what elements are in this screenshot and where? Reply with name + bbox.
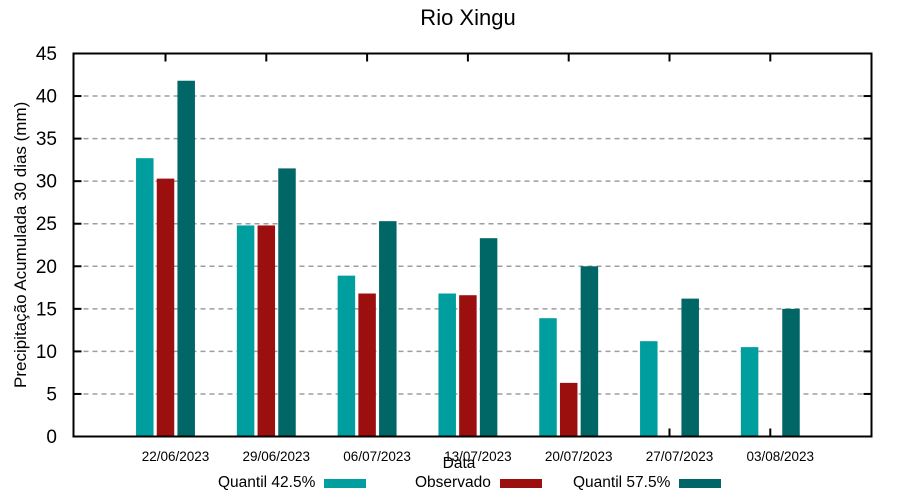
x-tick-label: 06/07/2023 bbox=[343, 449, 411, 464]
y-tick-label: 40 bbox=[36, 87, 57, 108]
legend-swatch bbox=[324, 478, 367, 488]
legend-entry: Quantil 42.5% bbox=[218, 474, 367, 492]
x-tick-label: 20/07/2023 bbox=[545, 449, 613, 464]
bar-quantil-42.5--13-07-2023 bbox=[438, 293, 456, 437]
x-tick-label: 03/08/2023 bbox=[747, 449, 815, 464]
bar-quantil-42.5--06-07-2023 bbox=[337, 275, 356, 437]
legend-swatch bbox=[499, 478, 542, 488]
y-tick-label: 45 bbox=[36, 44, 57, 65]
x-tick-label: 27/07/2023 bbox=[646, 449, 714, 464]
bar-quantil-42.5--27-07-2023 bbox=[640, 341, 658, 437]
x-tick-label: 13/07/2023 bbox=[444, 449, 512, 464]
legend-swatch bbox=[679, 478, 722, 488]
legend-label: Quantil 57.5% bbox=[573, 474, 671, 491]
bar-observado-13-07-2023 bbox=[459, 295, 477, 437]
bar-quantil-57.5--13-07-2023 bbox=[479, 238, 498, 437]
bar-quantil-57.5--22-06-2023 bbox=[177, 80, 195, 437]
bar-observado-29-06-2023 bbox=[257, 225, 276, 437]
y-tick-label: 0 bbox=[46, 427, 57, 448]
legend-entry: Quantil 57.5% bbox=[573, 474, 722, 492]
bar-observado-22-06-2023 bbox=[156, 178, 175, 437]
legend-entry: Observado bbox=[415, 474, 542, 492]
bar-quantil-57.5--20-07-2023 bbox=[580, 266, 599, 437]
bar-quantil-42.5--20-07-2023 bbox=[539, 318, 557, 437]
bar-quantil-42.5--29-06-2023 bbox=[236, 225, 255, 437]
y-tick-label: 35 bbox=[36, 129, 57, 150]
bar-quantil-57.5--06-07-2023 bbox=[379, 221, 397, 437]
y-tick-label: 15 bbox=[36, 299, 57, 320]
plot-border bbox=[72, 52, 873, 438]
bar-quantil-42.5--22-06-2023 bbox=[136, 158, 154, 437]
bar-observado-20-07-2023 bbox=[559, 382, 578, 437]
bar-quantil-57.5--03-08-2023 bbox=[782, 308, 800, 437]
x-tick-label: 29/06/2023 bbox=[243, 449, 311, 464]
bar-quantil-57.5--29-06-2023 bbox=[278, 168, 296, 437]
x-tick-label: 22/06/2023 bbox=[142, 449, 210, 464]
legend: Quantil 42.5% Observado Quantil 57.5% bbox=[0, 474, 900, 496]
y-tick-label: 5 bbox=[46, 384, 57, 405]
y-tick-label: 10 bbox=[36, 342, 57, 363]
bar-observado-06-07-2023 bbox=[358, 293, 376, 437]
y-tick-label: 20 bbox=[36, 257, 57, 278]
legend-label: Quantil 42.5% bbox=[218, 474, 316, 491]
chart-title: Rio Xingu bbox=[420, 5, 516, 30]
y-tick-label: 25 bbox=[36, 214, 57, 235]
bar-quantil-57.5--27-07-2023 bbox=[681, 298, 699, 437]
legend-label: Observado bbox=[415, 474, 491, 491]
bar-quantil-42.5--03-08-2023 bbox=[740, 347, 759, 437]
y-tick-label: 30 bbox=[36, 172, 57, 193]
x-axis-label: Data bbox=[442, 455, 476, 472]
